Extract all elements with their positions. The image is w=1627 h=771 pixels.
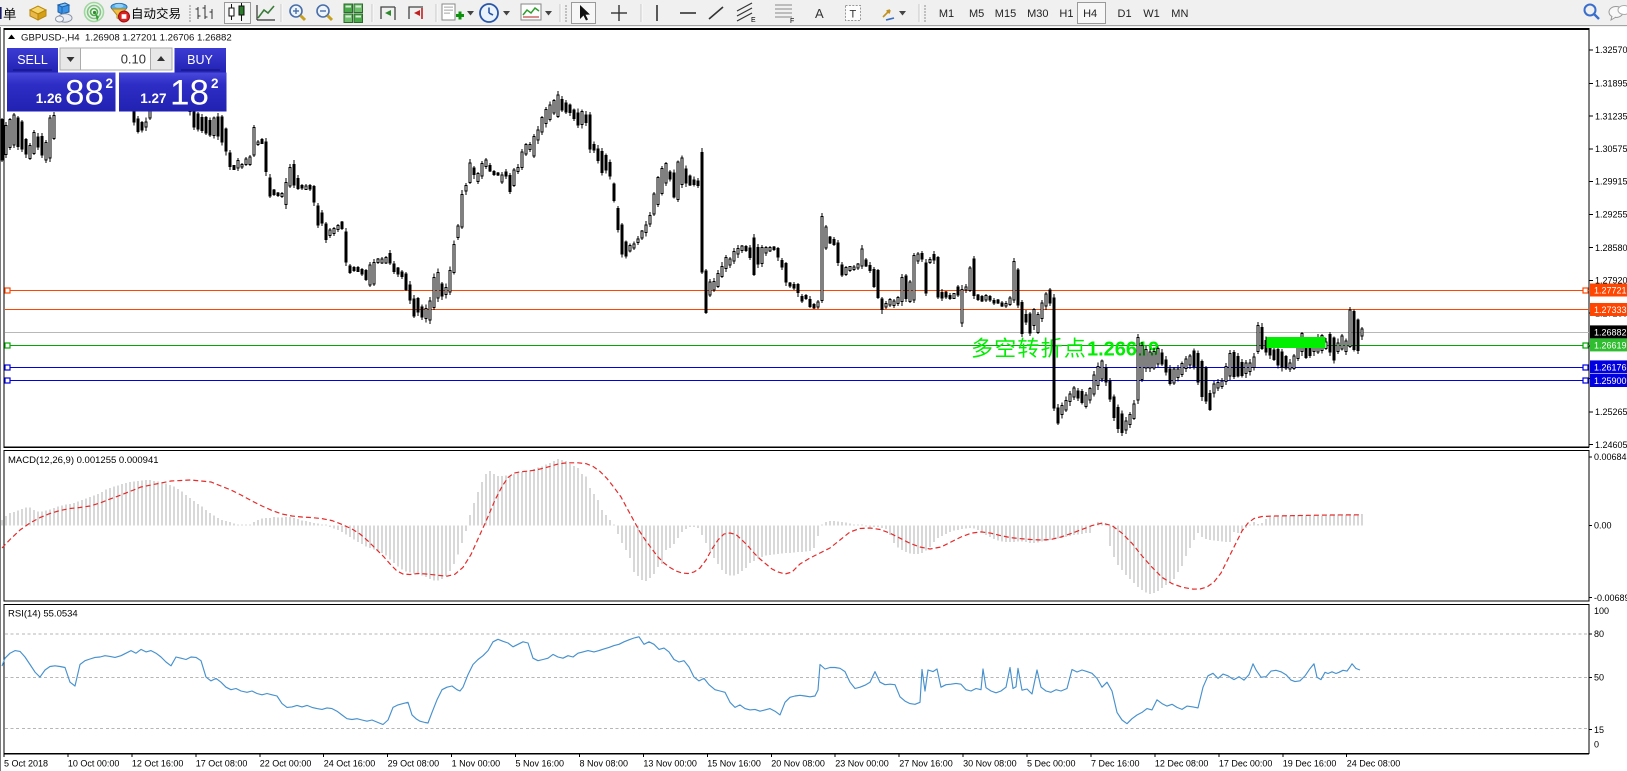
svg-text:1.27333: 1.27333 xyxy=(1594,305,1627,315)
svg-text:15 Nov 16:00: 15 Nov 16:00 xyxy=(707,759,761,769)
svg-text:0: 0 xyxy=(1594,740,1599,750)
svg-text:D1: D1 xyxy=(1118,8,1132,20)
svg-text:22 Oct 00:00: 22 Oct 00:00 xyxy=(260,759,312,769)
svg-text:80: 80 xyxy=(1594,629,1604,639)
svg-text:1.26: 1.26 xyxy=(36,91,63,106)
svg-text:1.26882: 1.26882 xyxy=(1594,327,1627,337)
svg-text:M1: M1 xyxy=(939,8,954,20)
svg-text:5 Dec 00:00: 5 Dec 00:00 xyxy=(1027,759,1076,769)
svg-text:1.29255: 1.29255 xyxy=(1595,210,1627,220)
svg-text:BUY: BUY xyxy=(187,53,213,67)
svg-text:M15: M15 xyxy=(995,8,1016,20)
svg-text:MACD(12,26,9) 0.001255 0.00094: MACD(12,26,9) 0.001255 0.000941 xyxy=(8,455,159,466)
svg-text:0.00: 0.00 xyxy=(1594,521,1612,531)
svg-text:1.26176: 1.26176 xyxy=(1594,362,1627,372)
svg-text:100: 100 xyxy=(1594,606,1609,616)
svg-text:19 Dec 16:00: 19 Dec 16:00 xyxy=(1283,759,1337,769)
svg-text:5 Oct 2018: 5 Oct 2018 xyxy=(4,759,48,769)
svg-text:10 Oct 00:00: 10 Oct 00:00 xyxy=(68,759,120,769)
svg-text:50: 50 xyxy=(1594,673,1604,683)
svg-text:-0.00689: -0.00689 xyxy=(1594,593,1627,603)
svg-text:12 Oct 16:00: 12 Oct 16:00 xyxy=(132,759,184,769)
svg-text:13 Nov 00:00: 13 Nov 00:00 xyxy=(643,759,697,769)
svg-text:1.30575: 1.30575 xyxy=(1595,144,1627,154)
svg-text:0.00684: 0.00684 xyxy=(1594,452,1627,462)
svg-text:2: 2 xyxy=(211,76,219,91)
svg-text:17 Oct 08:00: 17 Oct 08:00 xyxy=(196,759,248,769)
svg-text:27 Nov 16:00: 27 Nov 16:00 xyxy=(899,759,953,769)
svg-text:1.25900: 1.25900 xyxy=(1594,376,1627,386)
svg-text:1.24605: 1.24605 xyxy=(1595,440,1627,450)
svg-text:H1: H1 xyxy=(1059,8,1073,20)
svg-text:1 Nov 00:00: 1 Nov 00:00 xyxy=(452,759,501,769)
svg-text:E: E xyxy=(751,17,756,24)
svg-text:F: F xyxy=(790,18,794,25)
svg-text:23 Nov 00:00: 23 Nov 00:00 xyxy=(835,759,889,769)
svg-text:7 Dec 16:00: 7 Dec 16:00 xyxy=(1091,759,1140,769)
svg-text:H4: H4 xyxy=(1083,8,1097,20)
svg-text:0.10: 0.10 xyxy=(121,52,146,67)
svg-text:RSI(14) 55.0534: RSI(14) 55.0534 xyxy=(8,609,78,620)
svg-text:24 Dec 08:00: 24 Dec 08:00 xyxy=(1347,759,1401,769)
svg-text:1.27: 1.27 xyxy=(140,91,166,106)
svg-text:SELL: SELL xyxy=(17,53,48,67)
svg-text:M5: M5 xyxy=(969,8,984,20)
svg-text:88: 88 xyxy=(65,74,104,113)
svg-text:1.27920: 1.27920 xyxy=(1595,276,1627,286)
svg-text:T: T xyxy=(850,9,857,21)
svg-text:5 Nov 16:00: 5 Nov 16:00 xyxy=(516,759,565,769)
svg-text:1.29915: 1.29915 xyxy=(1595,177,1627,187)
svg-text:A: A xyxy=(815,6,824,21)
svg-text:2: 2 xyxy=(106,76,114,91)
svg-text:24 Oct 16:00: 24 Oct 16:00 xyxy=(324,759,376,769)
svg-text:1.27721: 1.27721 xyxy=(1594,285,1627,295)
svg-text:17 Dec 00:00: 17 Dec 00:00 xyxy=(1219,759,1273,769)
svg-text:1.28580: 1.28580 xyxy=(1595,243,1627,253)
svg-text:29 Oct 08:00: 29 Oct 08:00 xyxy=(388,759,440,769)
svg-text:12 Dec 08:00: 12 Dec 08:00 xyxy=(1155,759,1209,769)
svg-text:20 Nov 08:00: 20 Nov 08:00 xyxy=(771,759,825,769)
svg-text:1.31235: 1.31235 xyxy=(1595,111,1627,121)
svg-text:GBPUSD-,H4 1.26908 1.27201 1.: GBPUSD-,H4 1.26908 1.27201 1.26706 1.268… xyxy=(21,33,232,44)
svg-text:8 Nov 08:00: 8 Nov 08:00 xyxy=(580,759,629,769)
svg-text:1.26619: 1.26619 xyxy=(1594,340,1627,350)
svg-text:18: 18 xyxy=(170,74,209,113)
svg-text:15: 15 xyxy=(1594,725,1604,735)
svg-text:1.26619: 1.26619 xyxy=(1087,339,1159,361)
svg-text:30 Nov 08:00: 30 Nov 08:00 xyxy=(963,759,1017,769)
svg-text:M30: M30 xyxy=(1027,8,1048,20)
svg-text:MN: MN xyxy=(1171,8,1188,20)
svg-text:1.25265: 1.25265 xyxy=(1595,407,1627,417)
svg-text:W1: W1 xyxy=(1143,8,1160,20)
svg-text:1.32570: 1.32570 xyxy=(1595,45,1627,55)
svg-text:1.31895: 1.31895 xyxy=(1595,79,1627,89)
